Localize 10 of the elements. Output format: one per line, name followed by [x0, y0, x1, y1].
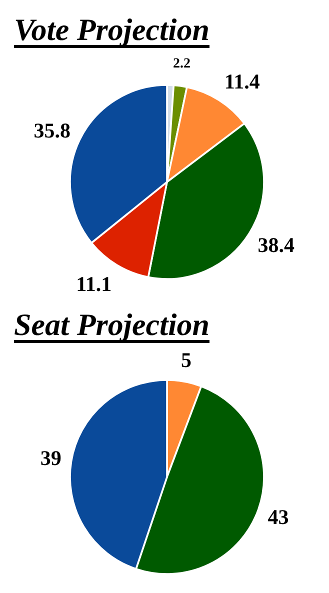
- data-label: 2.2: [172, 56, 190, 72]
- chart-title: Seat Projection: [14, 307, 210, 342]
- data-label: 38.4: [258, 233, 295, 258]
- data-label: 43: [268, 505, 289, 530]
- data-label: 5: [180, 348, 192, 372]
- data-label: 11.4: [224, 70, 260, 94]
- data-label: 11.1: [76, 272, 112, 296]
- data-label: 35.8: [34, 118, 70, 143]
- data-label: 39: [40, 446, 62, 470]
- chart-title: Vote Projection: [14, 12, 210, 47]
